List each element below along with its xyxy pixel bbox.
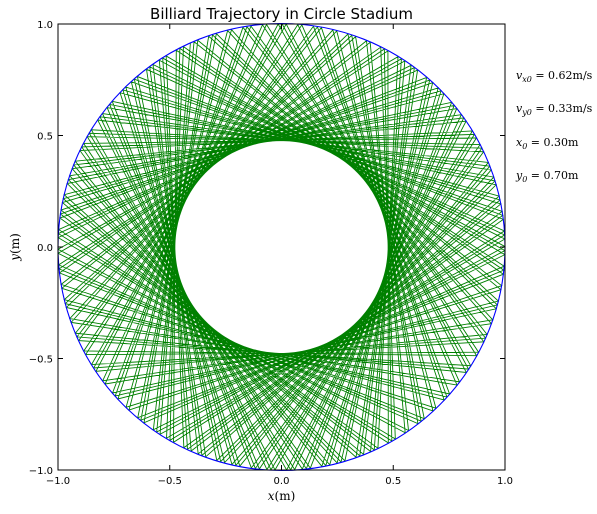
y-tick-label: 0.5 (37, 132, 53, 143)
y-axis-ticks: −1.0 −0.5 0.0 0.5 1.0 (29, 20, 505, 477)
param-vx0: vx0 = 0.62m/s (516, 69, 593, 84)
parameter-annotations: vx0 = 0.62m/s vy0 = 0.33m/s x0 = 0.30m y… (515, 69, 593, 184)
param-vy0: vy0 = 0.33m/s (516, 102, 593, 117)
param-y0: y0 = 0.70m (515, 169, 579, 184)
y-axis-label: y(m) (8, 233, 22, 262)
y-tick-label: 0.0 (37, 243, 53, 254)
plot-area (57, 22, 506, 472)
param-x0: x0 = 0.30m (516, 136, 579, 151)
x-tick-label: 1.0 (497, 476, 513, 487)
y-tick-label: 1.0 (37, 20, 53, 31)
x-axis-ticks: −1.0 −0.5 0.0 0.5 1.0 (46, 24, 513, 487)
y-tick-label: −1.0 (29, 466, 53, 477)
x-tick-label: −0.5 (158, 476, 182, 487)
y-tick-label: −0.5 (29, 355, 53, 366)
x-tick-label: 0.5 (385, 476, 401, 487)
x-axis-label: x(m) (268, 489, 296, 503)
chart-title: Billiard Trajectory in Circle Stadium (150, 5, 413, 23)
x-tick-label: −1.0 (46, 476, 70, 487)
x-tick-label: 0.0 (274, 476, 290, 487)
